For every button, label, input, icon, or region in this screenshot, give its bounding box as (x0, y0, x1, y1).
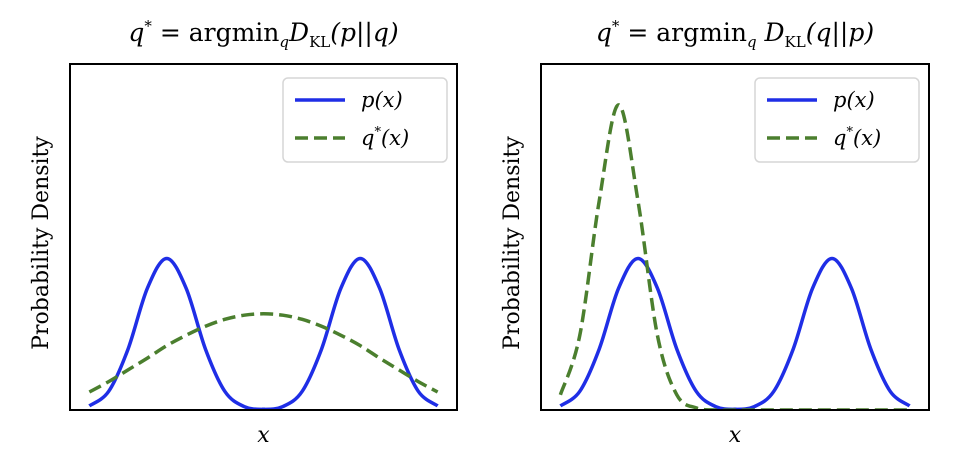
chart-panel-2: q* = argminq DKL(q||p) x Probability Densi… (500, 17, 930, 448)
legend-label-1: p(x) (361, 88, 403, 112)
chart-title: q* = argminq DKL(q||p) (596, 17, 874, 51)
axes-frame (69, 63, 458, 411)
chart-panel-1: q* = argminqDKL(p||q) x Probability Densit… (29, 17, 458, 448)
axes-frame (540, 63, 930, 411)
series-line-q-star (558, 103, 910, 410)
series-line-q-star (88, 312, 439, 394)
series-line-p (88, 256, 439, 410)
legend: p(x) q*(x) (754, 77, 920, 163)
legend-label-1: p(x) (833, 88, 875, 112)
x-axis-label: x (257, 423, 270, 448)
y-axis-label: Probability Density (29, 136, 54, 350)
legend-label-2: q*(x) (833, 125, 881, 150)
x-axis-label: x (729, 423, 742, 448)
legend: p(x) q*(x) (282, 77, 448, 163)
chart-title: q* = argminqDKL(p||q) (128, 17, 398, 51)
series-line-p (559, 256, 911, 410)
y-axis-label: Probability Density (500, 136, 525, 350)
legend-label-2: q*(x) (361, 125, 409, 150)
